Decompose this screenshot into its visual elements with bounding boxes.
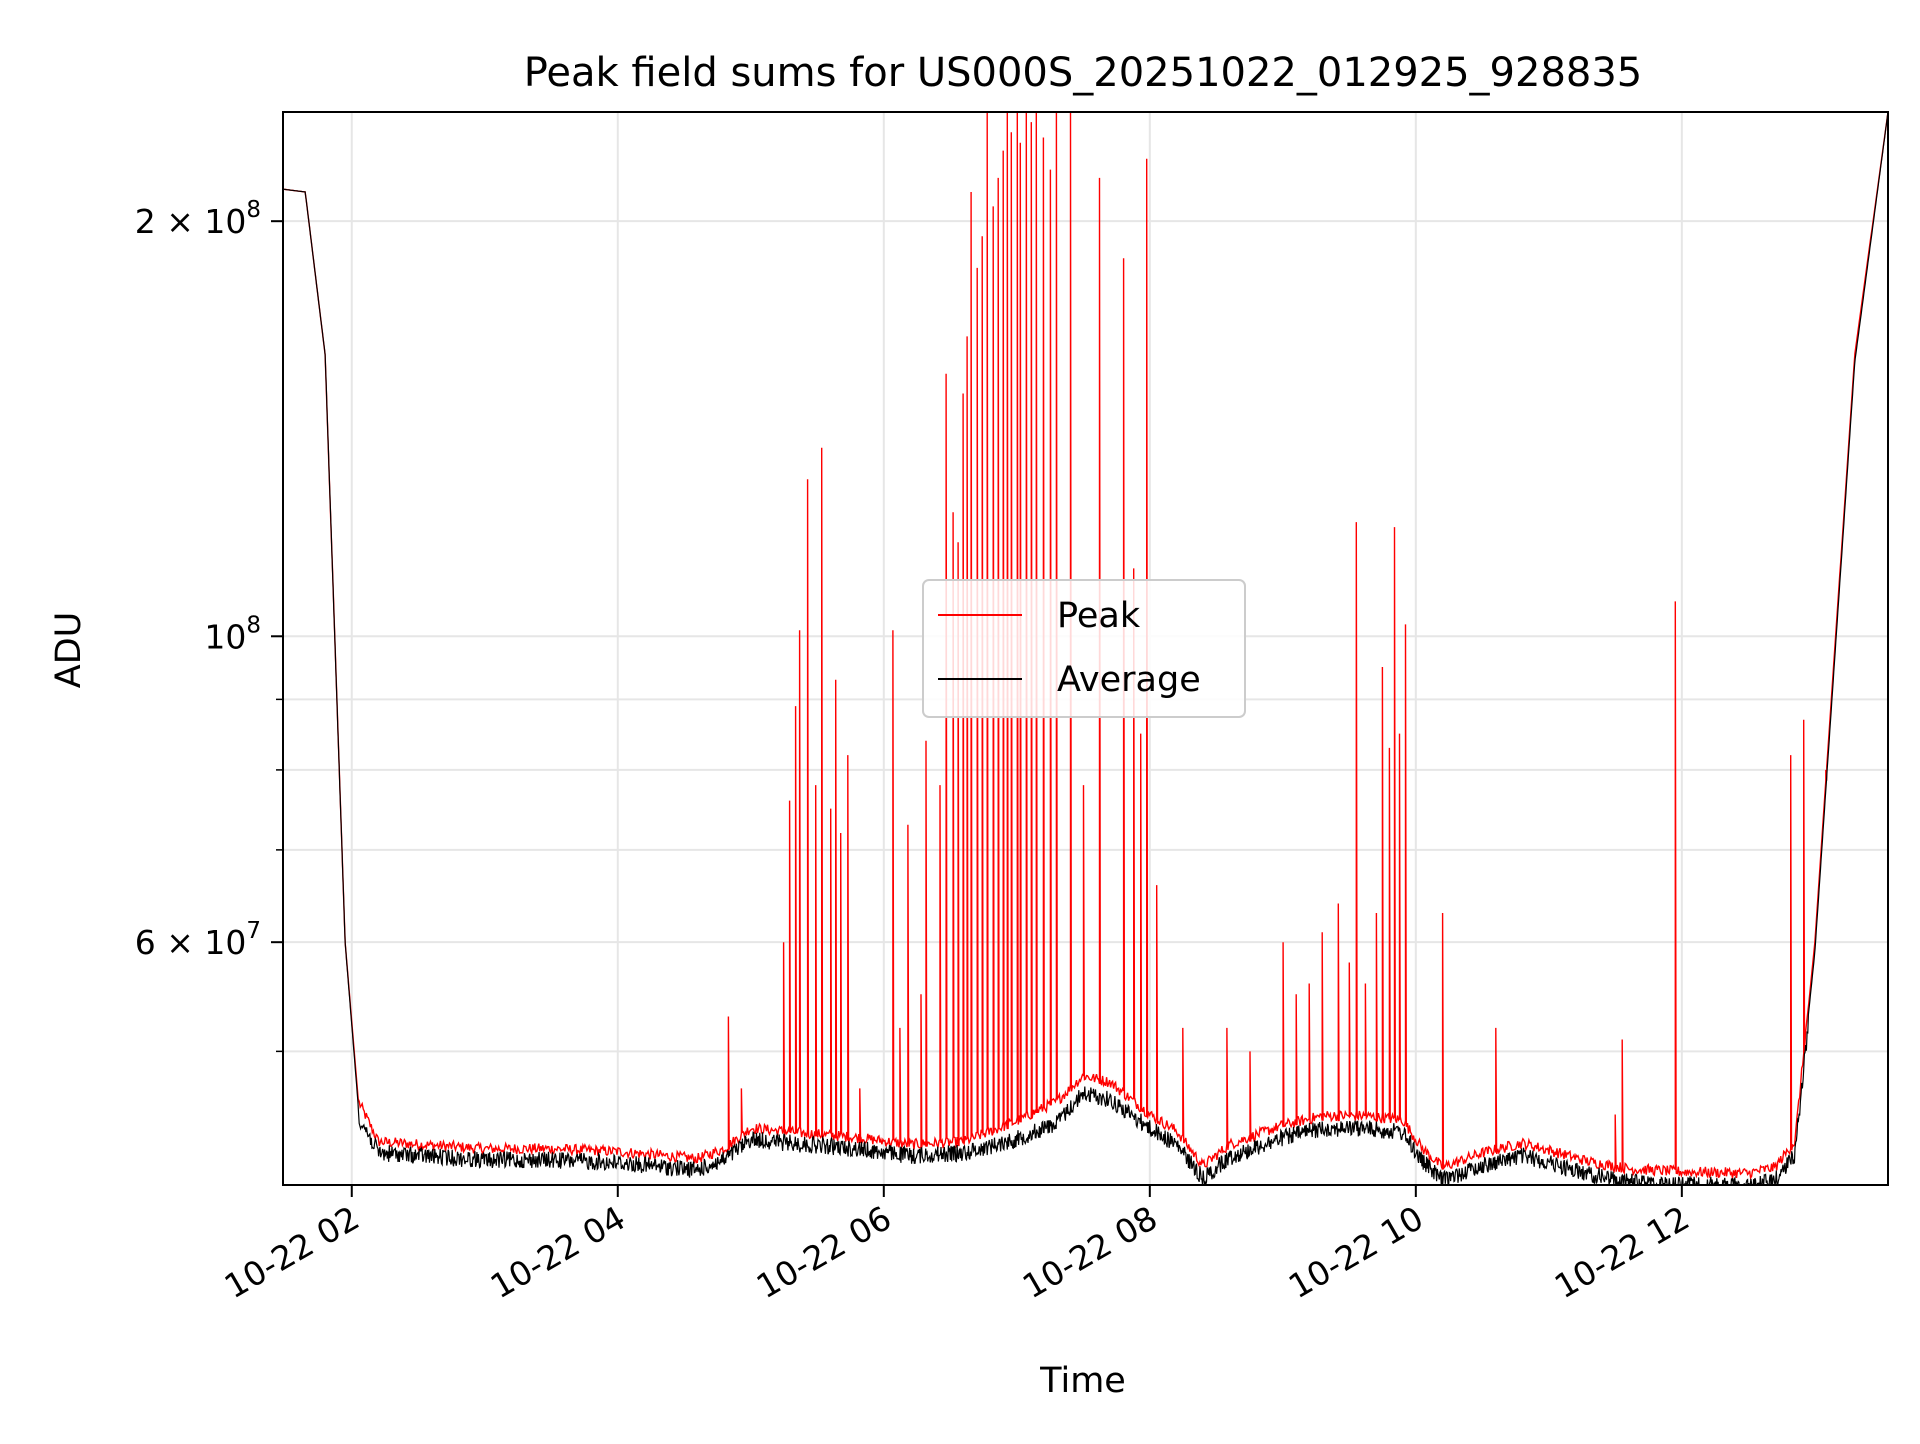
series-group: [283, 112, 1888, 1185]
y-tick-label-2: 6 × 107: [135, 918, 261, 962]
legend-label-peak: Peak: [1057, 596, 1141, 636]
y-axis: 2 × 108 108 6 × 107: [135, 197, 283, 1053]
plot-frame: [282, 111, 1889, 1186]
x-axis-label: Time: [1039, 1361, 1126, 1401]
y-tick-label-1: 108: [204, 612, 261, 656]
series-line-average: [283, 112, 1888, 1185]
series-line-peak: [283, 112, 1888, 1180]
legend-label-average: Average: [1057, 660, 1201, 700]
y-tick-label-0: 2 × 108: [135, 197, 261, 241]
legend: Peak Average: [922, 579, 1246, 718]
series-layer: [283, 112, 1888, 1185]
grid: [283, 112, 1888, 1185]
y-axis-label: ADU: [49, 612, 89, 689]
chart-title: Peak field sums for US000S_20251022_0129…: [524, 50, 1643, 96]
